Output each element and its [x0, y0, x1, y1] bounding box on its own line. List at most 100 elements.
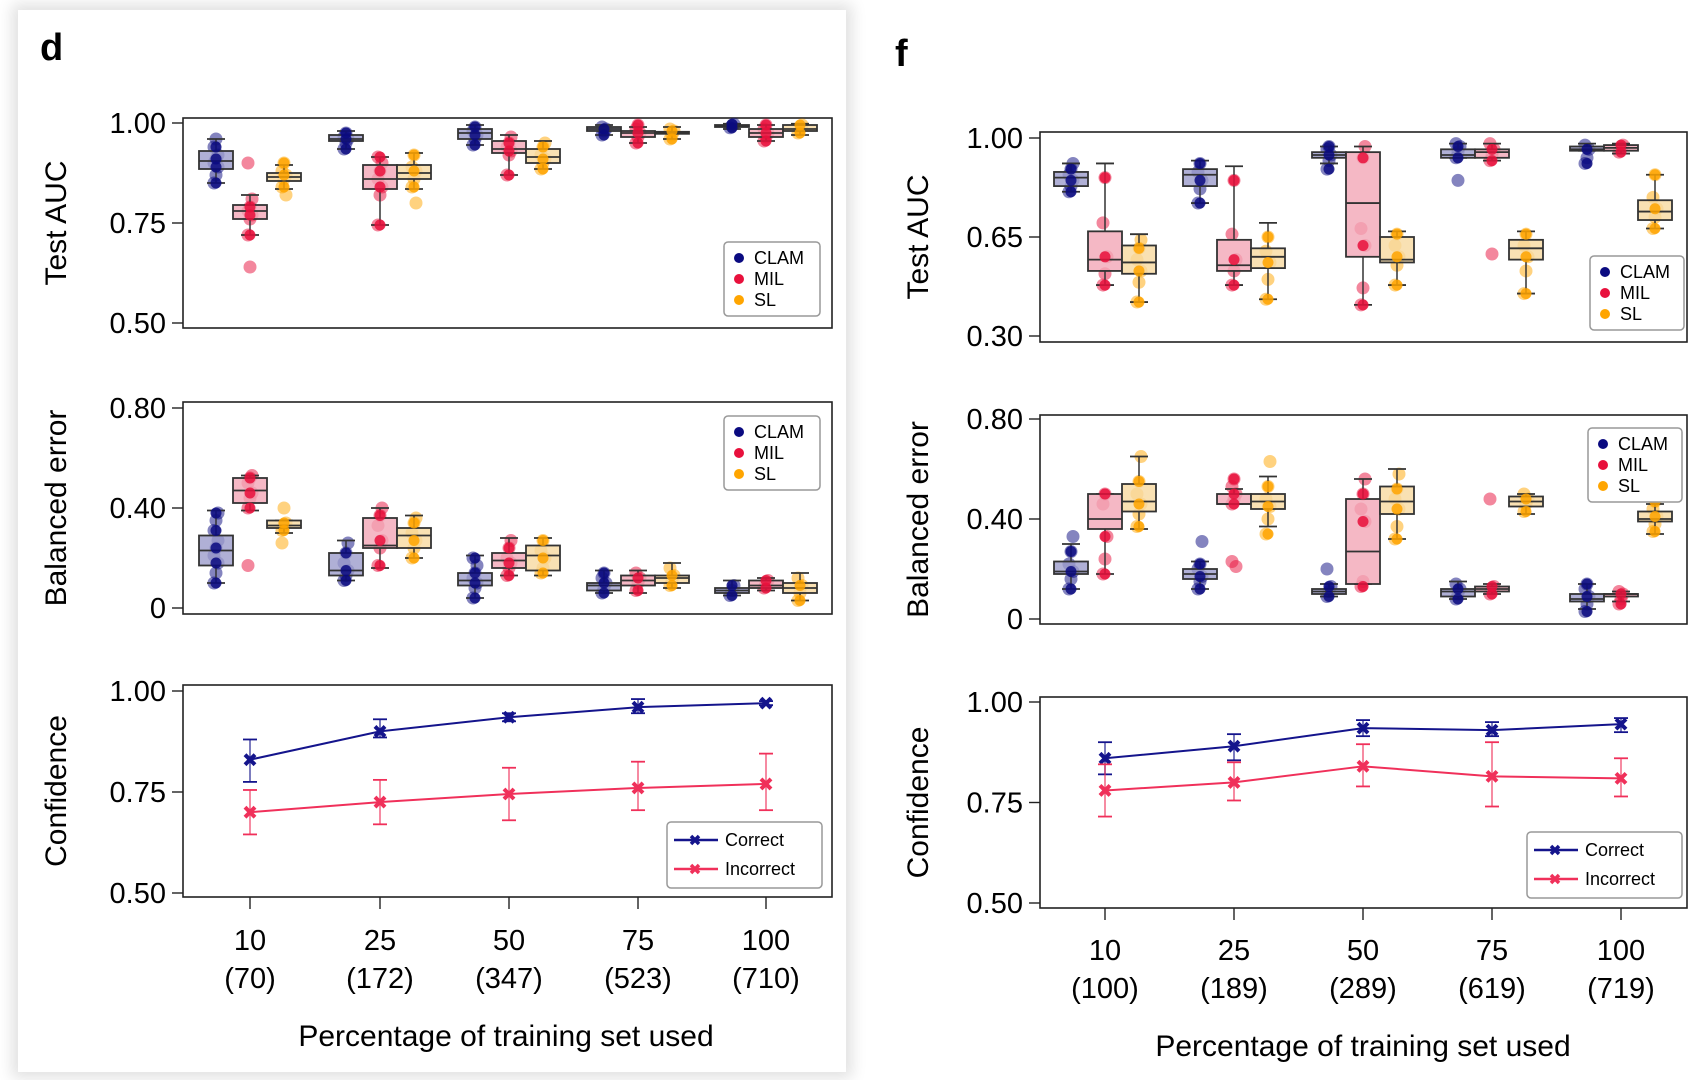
- box-clam-10: [1053, 530, 1089, 596]
- box-clam-100: [714, 117, 750, 135]
- data-point: [408, 149, 420, 161]
- data-point: [374, 181, 386, 193]
- data-marker: [631, 781, 645, 795]
- data-point: [598, 123, 610, 135]
- data-point: [1194, 197, 1206, 209]
- data-point: [210, 177, 222, 189]
- x-tick-label: 25: [1218, 935, 1250, 967]
- y-tick-label: 1.00: [967, 687, 1023, 719]
- data-point: [244, 229, 256, 241]
- data-marker: [1614, 717, 1628, 731]
- legend-label-mil: MIL: [1618, 455, 1648, 475]
- data-point: [666, 570, 678, 581]
- data-point: [537, 141, 549, 153]
- box-clam-50: [1311, 139, 1347, 176]
- legend-label-incorrect: Incorrect: [725, 859, 795, 879]
- data-point: [1520, 506, 1532, 517]
- data-point: [244, 472, 256, 484]
- box-clam-100: [1569, 577, 1605, 618]
- y-tick-label: 1.00: [110, 676, 166, 708]
- box-clam-75: [586, 566, 622, 600]
- data-point: [1486, 155, 1498, 167]
- y-tick-label: 0.50: [110, 878, 166, 910]
- x-tick-label: 75: [1476, 935, 1508, 967]
- data-point: [1133, 521, 1145, 532]
- x-tick-sublabel: (347): [475, 963, 543, 995]
- data-point: [1099, 172, 1111, 184]
- legend-marker-clam: [1598, 439, 1608, 449]
- data-point: [598, 587, 610, 599]
- y-tick-label: 0.40: [110, 493, 166, 525]
- y-tick-label: 0.50: [110, 308, 166, 340]
- data-point: [760, 119, 772, 131]
- legend-box: [1587, 427, 1683, 503]
- y-tick-label: 0.65: [967, 222, 1023, 254]
- box-sl-10: [1121, 450, 1157, 533]
- legend-label-correct: Correct: [725, 830, 784, 850]
- data-point: [1099, 568, 1111, 580]
- box-iqr: [1345, 151, 1381, 258]
- x-tick-sublabel: (523): [604, 963, 672, 995]
- box-clam-25: [328, 126, 364, 156]
- data-point: [210, 577, 222, 589]
- box-sl-10: [266, 501, 302, 550]
- data-point: [632, 585, 644, 596]
- y-axis-title: Confidence: [902, 727, 935, 879]
- data-point: [1649, 169, 1661, 181]
- box-sl-100: [782, 571, 818, 607]
- legend-label-incorrect: Incorrect: [1585, 869, 1655, 889]
- data-point: [632, 127, 644, 139]
- series-correct: [1098, 717, 1628, 776]
- data-point: [409, 196, 423, 210]
- data-point: [1323, 140, 1335, 152]
- data-point: [1452, 152, 1464, 164]
- box-sl-10: [266, 156, 302, 202]
- data-point: [1391, 533, 1403, 545]
- data-point: [1452, 140, 1464, 152]
- data-point: [1323, 163, 1335, 175]
- data-point: [1649, 511, 1661, 522]
- box-iqr: [1087, 493, 1123, 530]
- data-point: [340, 575, 352, 586]
- data-point: [1262, 481, 1274, 492]
- data-point: [1615, 588, 1627, 600]
- y-tick-label: 0.75: [110, 208, 166, 240]
- data-marker: [243, 753, 257, 767]
- data-point: [244, 201, 256, 213]
- box-mil-100: [748, 118, 784, 148]
- box-clam-10: [1053, 156, 1089, 199]
- data-point: [537, 567, 549, 579]
- data-point: [1451, 173, 1465, 187]
- data-point: [1066, 530, 1080, 543]
- data-point: [1323, 591, 1335, 602]
- data-point: [1194, 583, 1206, 595]
- data-point: [1649, 203, 1661, 215]
- y-tick-label: 0.80: [967, 404, 1023, 436]
- data-point: [1581, 157, 1593, 169]
- box-mil-25: [1216, 165, 1252, 292]
- data-point: [1228, 279, 1240, 291]
- y-axis-title: Test AUC: [40, 160, 73, 285]
- data-point: [1096, 216, 1110, 230]
- data-point: [632, 572, 644, 584]
- data-point: [1099, 531, 1111, 542]
- box-mil-50: [1345, 139, 1381, 312]
- box-clam-25: [1182, 535, 1218, 596]
- box-mil-75: [1474, 137, 1510, 261]
- y-axis-title: Confidence: [40, 715, 73, 867]
- y-tick-label: 0: [150, 593, 166, 625]
- x-tick-label: 10: [1089, 935, 1121, 967]
- legend-label-sl: SL: [754, 290, 776, 310]
- y-tick-label: 1.00: [110, 108, 166, 140]
- box-clam-75: [1440, 137, 1476, 187]
- data-marker: [1485, 769, 1499, 783]
- data-point: [1357, 581, 1369, 592]
- box-mil-10: [1087, 162, 1123, 292]
- data-point: [244, 209, 256, 221]
- box-sl-100: [1637, 168, 1673, 236]
- data-point: [1228, 488, 1240, 500]
- data-point: [210, 153, 222, 165]
